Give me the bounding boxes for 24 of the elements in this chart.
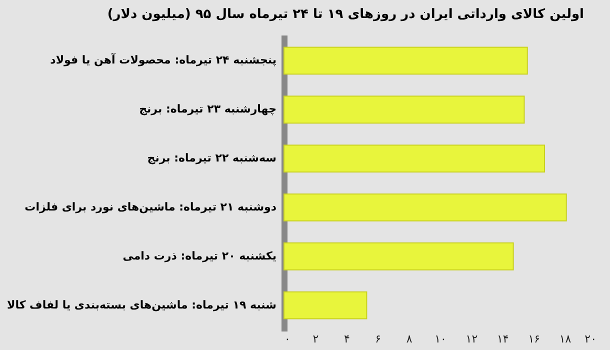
y-tick-label: شنبه ۱۹ تیرماه: ماشین‌های بسته‌بندی یا لفاف کالا xyxy=(7,298,276,312)
bar xyxy=(284,96,525,124)
bar xyxy=(284,242,514,270)
bar xyxy=(284,46,528,75)
y-tick-label: یکشنبه ۲۰ تیرماه: ذرت دامی xyxy=(122,249,276,262)
bar xyxy=(284,144,546,172)
bar xyxy=(284,291,368,320)
x-tick-label: ۰ xyxy=(284,332,290,346)
y-tick-label: سه‌شنبه ۲۲ تیرماه: برنج xyxy=(147,152,276,165)
y-tick-label: دوشنبه ۲۱ تیرماه: ماشین‌های نورد برای فلزات xyxy=(24,200,277,214)
y-tick-label: پنجشنبه ۲۴ تیرماه: محصولات آهن یا فولاد xyxy=(50,52,276,67)
x-tick-label: ۱۶ xyxy=(528,332,540,346)
x-tick-label: ۱۰ xyxy=(434,332,446,346)
x-tick-label: ۴ xyxy=(344,332,350,346)
x-tick-label: ۱۸ xyxy=(559,332,572,346)
bar xyxy=(284,194,567,222)
chart-title: اولین کالای وارداتی ایران در روزهای ۱۹ تا ۲۴ تیرماه سال ۹۵ (میلیون دلار) xyxy=(107,7,584,22)
x-tick-label: ۶ xyxy=(375,332,382,346)
x-tick-label: ۱۴ xyxy=(496,332,509,346)
x-tick-label: ۸ xyxy=(406,332,412,346)
x-tick-label: ۲۰ xyxy=(584,332,596,346)
y-tick-label: چهارشنبه ۲۳ تیرماه: برنج xyxy=(139,102,276,116)
x-tick-label: ۱۲ xyxy=(466,332,478,346)
x-tick-label: ۲ xyxy=(312,332,319,346)
